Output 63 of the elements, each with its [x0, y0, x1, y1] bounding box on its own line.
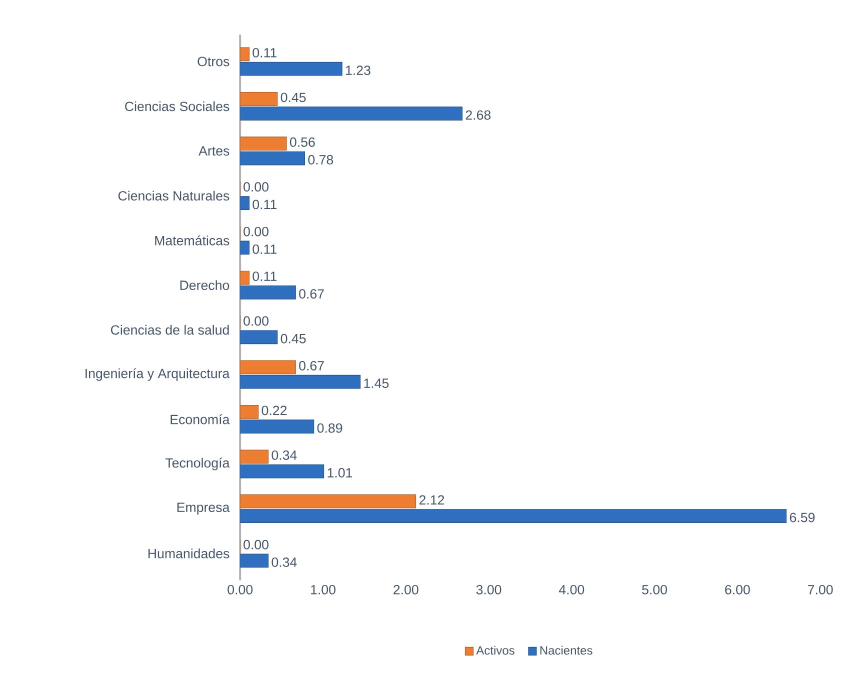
bar	[240, 508, 787, 523]
data-label: 0.00	[244, 226, 268, 236]
y-tick-label: Humanidades	[148, 548, 230, 558]
y-tick-label: Ingeniería y Arquitectura	[86, 368, 230, 381]
data-label: 0.11	[252, 271, 276, 281]
data-label: 0.00	[244, 540, 268, 550]
y-tick-label: Matemáticas	[155, 235, 230, 246]
bar	[240, 196, 250, 210]
y-tick-label: Ciencias Naturales	[118, 190, 230, 200]
bar	[240, 494, 416, 508]
x-tick-label: 7.00	[808, 584, 833, 594]
bar	[240, 151, 306, 166]
x-tick-label: 4.00	[558, 584, 584, 594]
data-label: 0.67	[299, 289, 324, 298]
data-label: 0.00	[244, 316, 268, 326]
data-label: 0.11	[252, 200, 276, 210]
legend-label: Nacientes	[540, 646, 592, 655]
data-label: 0.89	[317, 423, 342, 433]
data-label: 0.45	[280, 334, 306, 344]
bar	[240, 360, 296, 374]
x-tick-label: 3.00	[476, 584, 502, 594]
bar	[240, 92, 278, 106]
y-tick-label: Ciencias Sociales	[125, 101, 230, 111]
data-label: 0.45	[280, 92, 306, 102]
data-label: 0.00	[244, 182, 268, 192]
y-tick-label: Artes	[198, 146, 230, 156]
data-label: 1.23	[346, 65, 370, 75]
data-label: 0.67	[299, 360, 324, 370]
data-label: 0.78	[308, 154, 334, 164]
data-label: 0.34	[272, 450, 297, 460]
x-tick-label: 1.00	[311, 584, 336, 594]
x-tick-label: 5.00	[642, 584, 667, 594]
y-tick-label: Derecho	[180, 280, 230, 290]
y-tick-label: Otros	[198, 56, 230, 66]
data-label: 0.11	[252, 48, 276, 58]
y-tick-label: Empresa	[177, 502, 230, 515]
bar	[240, 450, 269, 464]
bar	[240, 62, 342, 76]
x-tick-label: 2.00	[394, 584, 418, 594]
bar	[240, 420, 314, 434]
data-label: 0.11	[252, 244, 276, 254]
data-label: 1.45	[364, 378, 389, 388]
bar	[240, 554, 269, 568]
bar	[240, 285, 296, 300]
bar	[240, 464, 324, 478]
y-tick-label: Tecnología	[165, 458, 230, 470]
data-label: 0.56	[290, 137, 315, 147]
legend-label: Activos	[476, 646, 514, 655]
data-label: 2.12	[419, 495, 444, 504]
y-tick-label: Economía	[170, 414, 230, 424]
x-tick-label: 0.00	[228, 584, 253, 594]
bar	[240, 136, 287, 150]
bar	[240, 404, 259, 419]
y-tick-label: Ciencias de la salud	[110, 324, 229, 335]
bar	[240, 330, 278, 344]
bar	[240, 106, 463, 120]
data-label: 6.59	[790, 512, 815, 522]
data-label: 2.68	[466, 110, 491, 120]
data-label: 1.01	[328, 468, 352, 478]
bar	[240, 374, 361, 389]
data-label: 0.22	[262, 406, 287, 416]
data-label: 0.34	[272, 557, 297, 567]
x-tick-label: 6.00	[725, 584, 750, 594]
